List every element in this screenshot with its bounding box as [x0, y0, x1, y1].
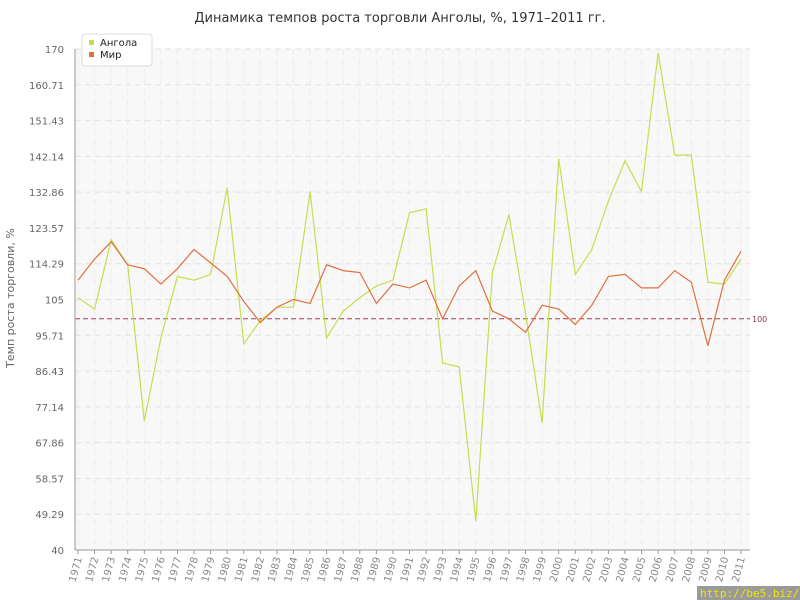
x-tick-label: 1980 — [217, 556, 234, 583]
x-tick-label: 2010 — [714, 556, 731, 583]
x-tick-label: 1989 — [366, 556, 383, 583]
y-tick-label: 132.86 — [29, 188, 64, 199]
x-tick-labels: 1971 1972 1973 1974 1975 1976 1977 1978 1979 1980… — [68, 556, 748, 583]
y-tick-label: 123.57 — [29, 224, 64, 235]
x-tick-label: 1988 — [349, 556, 366, 583]
y-tick-label: 49.29 — [35, 510, 64, 521]
x-tick-label: 1987 — [333, 556, 350, 583]
x-tick-label: 1983 — [267, 556, 284, 583]
x-tick-label: 1995 — [465, 556, 482, 583]
y-tick-label: 95.71 — [35, 331, 64, 342]
watermark-background — [697, 586, 800, 600]
x-tick-label: 1994 — [449, 556, 466, 583]
legend-swatch-angola — [89, 40, 94, 45]
series-line-world — [77, 240, 742, 346]
x-tick-label: 1971 — [68, 556, 85, 583]
x-tick-label: 1998 — [515, 556, 532, 583]
legend-label-angola: Ангола — [100, 38, 137, 49]
x-tick-label: 2005 — [631, 556, 648, 583]
x-tick-label: 2008 — [681, 556, 698, 583]
x-tick-label: 2009 — [698, 556, 715, 583]
x-tick-label: 2001 — [565, 556, 582, 583]
series-line-angola — [77, 52, 742, 522]
y-tick-label: 142.14 — [29, 152, 64, 163]
reference-line-label: 100 — [752, 315, 767, 324]
x-tick-label: 1973 — [101, 556, 118, 583]
x-tick-label: 1979 — [200, 556, 217, 583]
y-tick-label: 67.86 — [35, 439, 64, 450]
legend: Ангола Мир — [81, 33, 153, 67]
watermark: http://be5.biz/ — [700, 587, 799, 600]
x-tick-label: 1978 — [184, 556, 201, 583]
y-tick-label: 160.71 — [29, 81, 64, 92]
x-tick-label: 1977 — [167, 556, 184, 583]
x-tick-label: 1991 — [399, 556, 416, 583]
grid — [75, 48, 750, 551]
x-tick-label: 2006 — [648, 556, 665, 583]
x-tick-label: 2007 — [664, 556, 681, 583]
x-tick-label: 1975 — [134, 556, 151, 583]
x-tick-label: 1972 — [84, 556, 101, 583]
y-tick-label: 77.14 — [35, 403, 64, 414]
x-tick-label: 2011 — [731, 556, 748, 583]
legend-box — [81, 33, 153, 67]
y-tick-label: 58.57 — [35, 474, 64, 485]
x-tick-label: 1996 — [482, 556, 499, 583]
x-tick-label: 1999 — [532, 556, 549, 583]
x-tick-label: 2004 — [615, 556, 632, 583]
x-tick-label: 1993 — [432, 556, 449, 583]
legend-label-world: Мир — [100, 50, 121, 61]
axes — [74, 49, 750, 554]
y-tick-label: 86.43 — [35, 367, 64, 378]
x-tick-label: 1990 — [383, 556, 400, 583]
y-tick-label: 40 — [51, 546, 64, 557]
y-tick-label: 105 — [45, 296, 64, 307]
x-tick-label: 1984 — [283, 556, 300, 583]
x-tick-label: 2000 — [548, 556, 565, 583]
y-tick-label: 151.43 — [29, 117, 64, 128]
x-tick-label: 1985 — [300, 556, 317, 583]
x-tick-label: 1981 — [233, 556, 250, 583]
x-tick-label: 1986 — [316, 556, 333, 583]
chart-title: Динамика темпов роста торговли Анголы, %… — [194, 11, 605, 26]
x-tick-label: 1992 — [416, 556, 433, 583]
x-tick-label: 2003 — [598, 556, 615, 583]
legend-swatch-world — [89, 52, 94, 57]
x-tick-label: 1974 — [117, 556, 134, 583]
x-tick-label: 1997 — [499, 556, 516, 583]
y-tick-label: 114.29 — [29, 260, 64, 271]
series-group — [77, 52, 742, 522]
x-tick-label: 1976 — [151, 556, 168, 583]
y-tick-labels: 40 49.29 58.57 67.86 77.14 86.43 95.71 105 114.2… — [29, 45, 64, 557]
x-tick-label: 2002 — [582, 556, 599, 583]
y-tick-label: 170 — [45, 45, 64, 56]
y-axis-label: Темп роста торговли, % — [4, 228, 17, 369]
x-tick-label: 1982 — [250, 556, 267, 583]
